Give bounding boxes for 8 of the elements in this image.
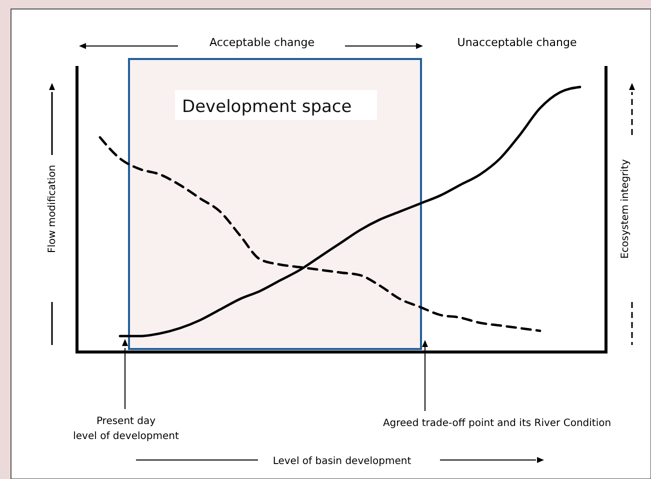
y2-axis-title: Ecosystem integrity xyxy=(620,159,631,259)
y-axis-title: Flow modification xyxy=(47,164,58,254)
annotation: Development space xyxy=(182,97,352,117)
text: Level of basin development xyxy=(272,456,412,467)
text: Acceptable change xyxy=(209,36,315,49)
text: Present day level of development xyxy=(73,416,179,442)
text: Agreed trade-off point and its River Condition xyxy=(382,418,612,429)
text: Unacceptable change xyxy=(457,36,577,49)
